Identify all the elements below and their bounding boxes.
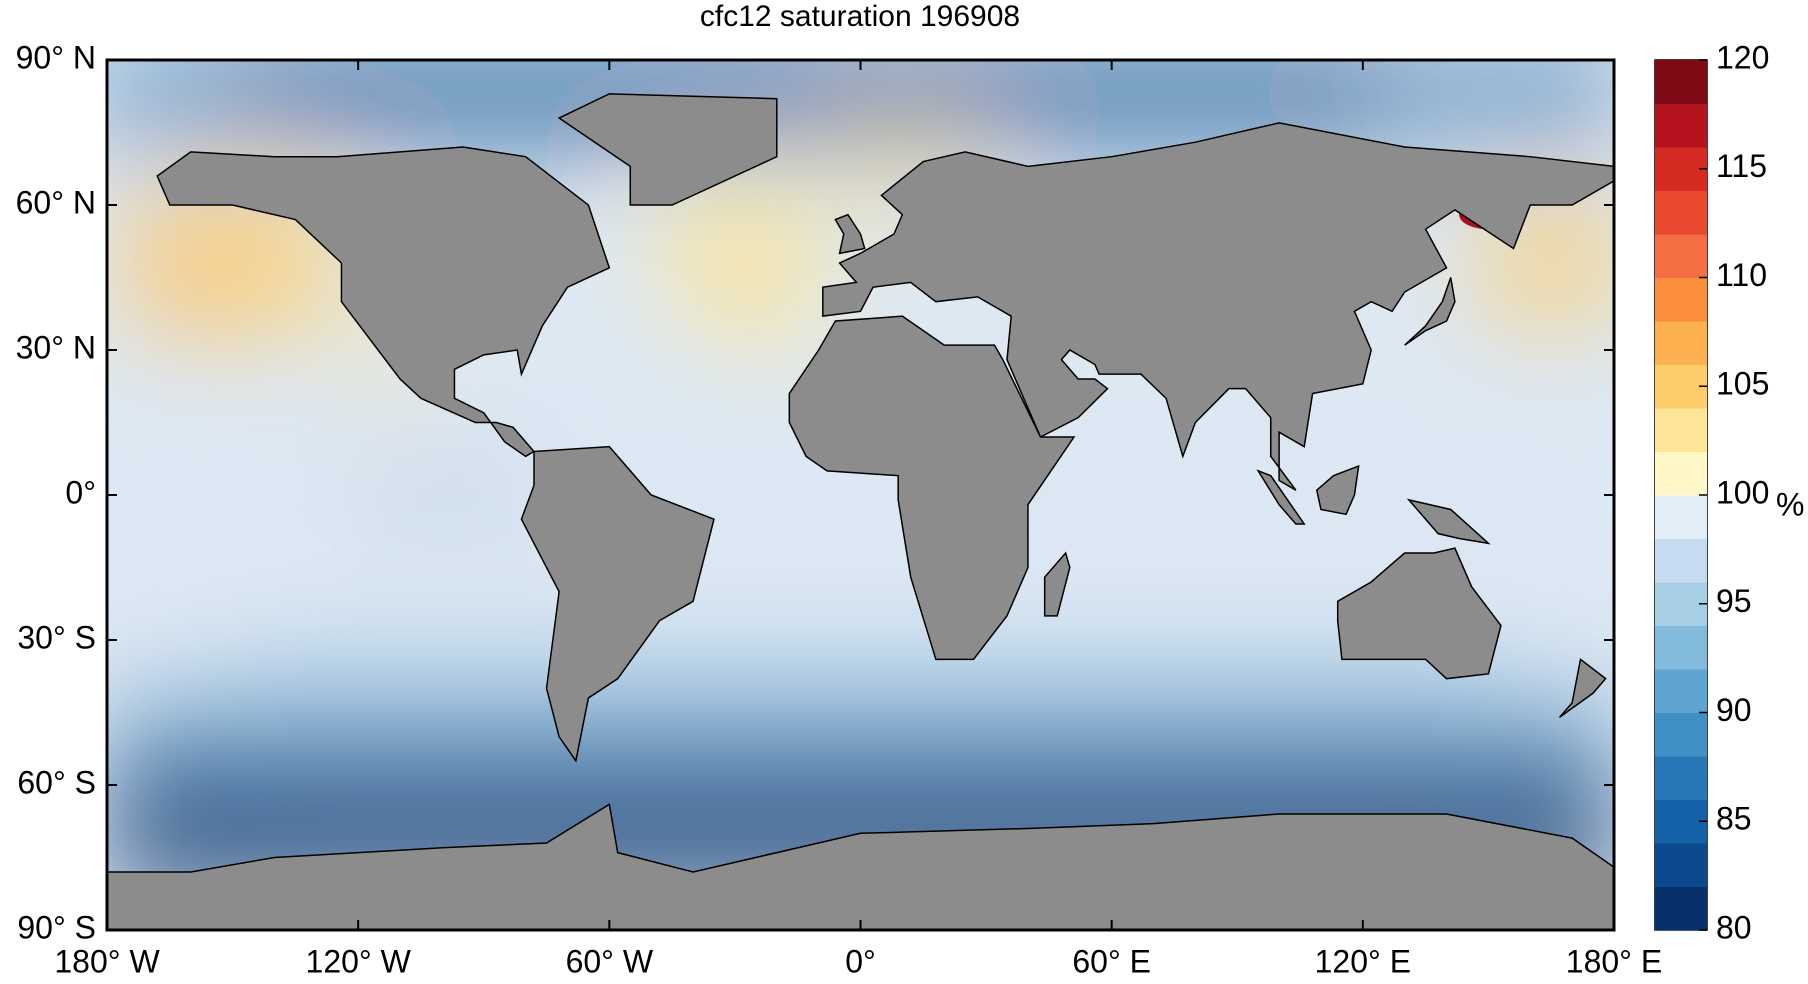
colorbar-tick-label: 115 [1716, 148, 1767, 184]
y-tick-label: 0° [65, 474, 96, 510]
borneo [1317, 466, 1359, 514]
chart-title: cfc12 saturation 196908 [700, 0, 1020, 33]
australia [1338, 548, 1501, 678]
colorbar-tick-label: 120 [1716, 39, 1769, 75]
colorbar-level [1655, 712, 1707, 757]
colorbar-level [1655, 669, 1707, 713]
x-tick-label: 60° W [566, 943, 654, 979]
y-tick-label: 90° S [17, 909, 96, 945]
map-area [107, 60, 1614, 930]
colorbar-level [1655, 103, 1707, 148]
x-tick-label: 180° E [1566, 943, 1662, 979]
colorbar-level [1655, 495, 1707, 539]
colorbar-level [1655, 234, 1707, 278]
colorbar-tick-label: 95 [1716, 583, 1752, 619]
x-tick-label: 60° E [1072, 943, 1151, 979]
madagascar [1045, 553, 1070, 616]
new-guinea [1409, 500, 1489, 543]
field [107, 60, 1614, 930]
colorbar-level [1655, 625, 1707, 670]
x-tick-label: 120° W [306, 943, 412, 979]
japan [1405, 278, 1455, 346]
britain [835, 215, 864, 254]
colorbar-level [1655, 886, 1707, 931]
y-tick-label: 90° N [16, 39, 96, 75]
colorbar-level [1655, 582, 1707, 626]
y-tick-label: 60° S [17, 764, 96, 800]
x-tick-label: 180° W [54, 943, 160, 979]
colorbar-level [1655, 538, 1707, 583]
colorbar-tick-label: 90 [1716, 692, 1752, 728]
colorbar-tick-label: 105 [1716, 366, 1769, 402]
colorbar-label: % [1776, 486, 1804, 522]
colorbar-tick-label: 85 [1716, 801, 1752, 837]
south-america [521, 447, 714, 761]
colorbar-level [1655, 60, 1707, 104]
colorbar-tick-label: 110 [1716, 257, 1767, 293]
colorbar-level [1655, 190, 1707, 235]
colorbar-level [1655, 756, 1707, 800]
colorbar-level [1655, 799, 1707, 844]
x-tick-label: 120° E [1315, 943, 1411, 979]
colorbar-level [1655, 451, 1707, 496]
colorbar-level [1655, 843, 1707, 887]
x-tick-label: 0° [845, 943, 876, 979]
greenland [559, 94, 777, 205]
sumatra [1258, 471, 1304, 524]
colorbar-level [1655, 408, 1707, 452]
y-tick-label: 30° S [17, 619, 96, 655]
colorbar: 80 85 90 95 100 105 110 115 120% [1655, 39, 1804, 945]
africa [789, 316, 1074, 659]
y-tick-label: 60° N [16, 184, 96, 220]
north-america [157, 147, 609, 456]
colorbar-tick-label: 100 [1716, 474, 1769, 510]
new-zealand [1560, 659, 1606, 717]
colorbar-level [1655, 364, 1707, 409]
colorbar-level [1655, 321, 1707, 365]
y-tick-label: 30° N [16, 329, 96, 365]
colorbar-level [1655, 277, 1707, 322]
colorbar-level [1655, 147, 1707, 191]
colorbar-tick-label: 80 [1716, 909, 1752, 945]
eurasia [823, 123, 1614, 490]
